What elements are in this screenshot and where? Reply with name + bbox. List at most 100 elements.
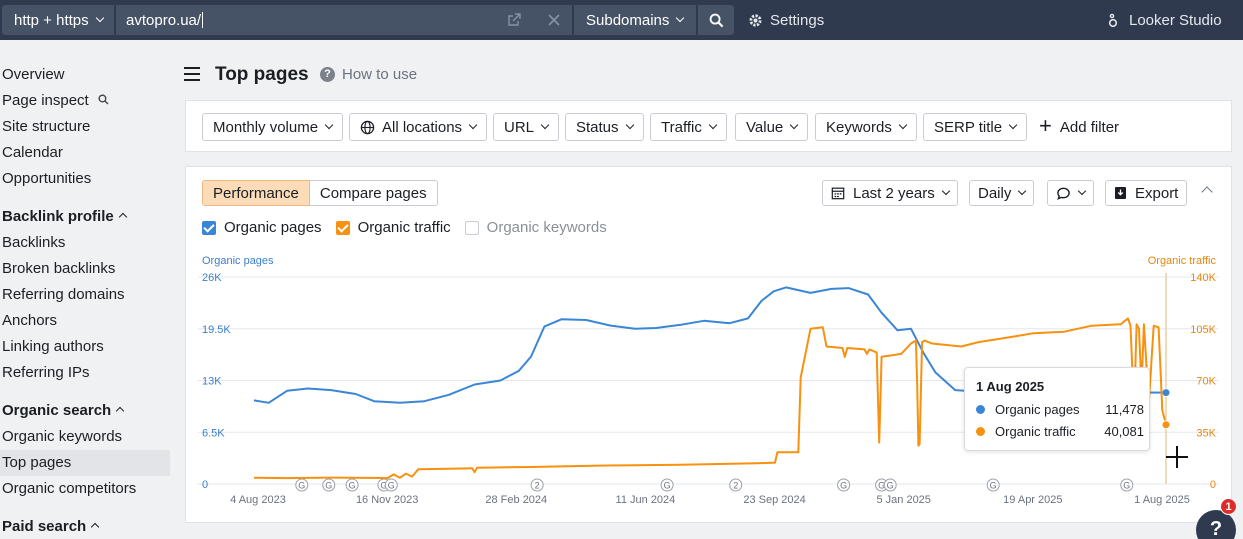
plus-icon: + [1039, 113, 1052, 138]
x-tick-label: 28 Feb 2024 [485, 494, 547, 506]
annotation-marker [345, 478, 359, 492]
external-link-icon[interactable] [506, 12, 522, 28]
sidebar-item-linking-authors[interactable]: Linking authors [0, 334, 170, 360]
filter-monthly-volume[interactable]: Monthly volume [202, 113, 344, 141]
export-button[interactable]: Export [1105, 180, 1188, 206]
chart-tooltip: 1 Aug 2025 Organic pages 11,478 Organic … [964, 367, 1150, 451]
clear-input-icon[interactable] [546, 12, 562, 28]
filter-keywords[interactable]: Keywords [815, 113, 917, 141]
annotation-label: G [349, 481, 356, 491]
sidebar-item-top-pages[interactable]: Top pages [0, 450, 170, 476]
sidebar-item-label: Page inspect [2, 92, 89, 109]
series-line [253, 286, 1167, 404]
filter-label: Monthly volume [213, 118, 319, 136]
annotation-label: 2 [535, 481, 540, 491]
chevron-up-icon [115, 406, 125, 416]
looker-studio-button[interactable]: Looker Studio [1106, 5, 1222, 35]
checkbox-organic-pages[interactable] [202, 220, 216, 235]
tab-performance[interactable]: Performance [202, 180, 310, 206]
sidebar-item-opportunities[interactable]: Opportunities [0, 166, 170, 192]
right-tick-label: 0 [1210, 479, 1216, 491]
filter-value[interactable]: Value [735, 113, 809, 141]
how-to-use-link[interactable]: ? How to use [320, 66, 417, 83]
text-caret [202, 12, 204, 28]
sidebar-item-label: Referring domains [2, 286, 125, 303]
annotation-label: G [664, 481, 671, 491]
right-axis-title: Organic traffic [1148, 255, 1217, 267]
sidebar-item-referring-domains[interactable]: Referring domains [0, 282, 170, 308]
series-last-point [1161, 420, 1171, 430]
settings-button[interactable]: Settings [748, 5, 824, 35]
gear-icon [749, 13, 762, 27]
sidebar-item-label: Broken backlinks [2, 260, 116, 277]
filter-status[interactable]: Status [565, 113, 644, 141]
tooltip-dot [976, 405, 985, 414]
search-button[interactable] [698, 5, 734, 35]
interval-select[interactable]: Daily [969, 180, 1035, 206]
protocol-select[interactable]: http + https [2, 5, 114, 35]
filter-label: URL [504, 118, 535, 136]
left-tick-label: 13K [202, 376, 222, 388]
performance-panel: Performance Compare pages Last 2 years D… [185, 166, 1232, 523]
sidebar-item-backlinks[interactable]: Backlinks [0, 230, 170, 256]
annotation-label: G [388, 481, 395, 491]
tooltip-series-name: Organic pages [995, 402, 1080, 417]
filter-locations[interactable]: All locations [349, 113, 488, 141]
x-tick-label: 5 Jan 2025 [876, 494, 930, 506]
sidebar-section-paid-search[interactable]: Paid search [0, 514, 170, 539]
annotation-label: G [840, 481, 847, 491]
sidebar-item-site-structure[interactable]: Site structure [0, 114, 170, 140]
sidebar-item-organic-competitors[interactable]: Organic competitors [0, 476, 170, 502]
sidebar-item-overview[interactable]: Overview [0, 62, 170, 88]
tab-label: Performance [213, 184, 299, 202]
tab-label: Compare pages [319, 184, 427, 202]
right-tick-label: 35K [1196, 427, 1216, 439]
annotation-label: G [990, 481, 997, 491]
sidebar-item-anchors[interactable]: Anchors [0, 308, 170, 334]
target-url-input[interactable]: avtopro.ua/ [116, 5, 572, 35]
menu-icon[interactable] [184, 67, 200, 81]
performance-chart[interactable]: 0 0 6.5K 35K 13K 70K 19.5K 105K 26K 140K Organic p… [186, 167, 1231, 522]
sidebar-item-organic-keywords[interactable]: Organic keywords [0, 424, 170, 450]
sidebar-item-referring-ips[interactable]: Referring IPs [0, 360, 170, 386]
sidebar-item-label: Backlinks [2, 234, 66, 251]
sidebar-item-calendar[interactable]: Calendar [0, 140, 170, 166]
filter-label: Keywords [826, 118, 892, 136]
comments-select[interactable] [1047, 180, 1094, 206]
tab-compare-pages[interactable]: Compare pages [309, 180, 438, 206]
chart-legend: Organic pages Organic traffic Organic ke… [202, 219, 621, 236]
sidebar-item-label: Organic competitors [2, 480, 137, 497]
filter-url[interactable]: URL [493, 113, 560, 141]
filter-label: Status [576, 118, 619, 136]
sidebar-section-backlink-profile[interactable]: Backlink profile [0, 204, 170, 230]
checkbox-organic-keywords[interactable] [464, 220, 479, 235]
annotation-marker [883, 478, 897, 492]
filter-serp-title[interactable]: SERP title [923, 113, 1028, 141]
legend-organic-traffic[interactable]: Organic traffic [335, 219, 451, 236]
legend-organic-pages[interactable]: Organic pages [202, 219, 322, 236]
left-tick-label: 0 [202, 479, 208, 491]
left-tick-label: 26K [202, 272, 222, 284]
checkbox-organic-traffic[interactable] [335, 220, 350, 235]
tooltip-series-name: Organic traffic [995, 424, 1076, 439]
settings-label: Settings [770, 11, 825, 29]
left-axis-title: Organic pages [202, 255, 274, 267]
left-tick-label: 19.5K [202, 324, 231, 336]
sidebar-item-label: Calendar [2, 144, 63, 161]
sidebar-item-label: Anchors [2, 312, 58, 329]
sidebar-item-broken-backlinks[interactable]: Broken backlinks [0, 256, 170, 282]
right-tick-label: 140K [1190, 272, 1216, 284]
filter-traffic[interactable]: Traffic [650, 113, 727, 141]
tooltip-date: 1 Aug 2025 [976, 379, 1045, 394]
right-tick-label: 70K [1196, 376, 1216, 388]
sidebar-section-organic-search[interactable]: Organic search [0, 398, 170, 424]
sidebar-item-page-inspect[interactable]: Page inspect [0, 88, 170, 114]
date-range-select[interactable]: Last 2 years [822, 180, 958, 206]
annotation-marker [660, 478, 674, 492]
add-filter-button[interactable]: + Add filter [1039, 113, 1119, 141]
looker-studio-label: Looker Studio [1129, 11, 1222, 29]
legend-organic-keywords[interactable]: Organic keywords [464, 219, 607, 236]
looker-studio-icon [1108, 13, 1118, 28]
chevron-up-icon [90, 522, 100, 532]
scope-select[interactable]: Subdomains [574, 5, 696, 35]
